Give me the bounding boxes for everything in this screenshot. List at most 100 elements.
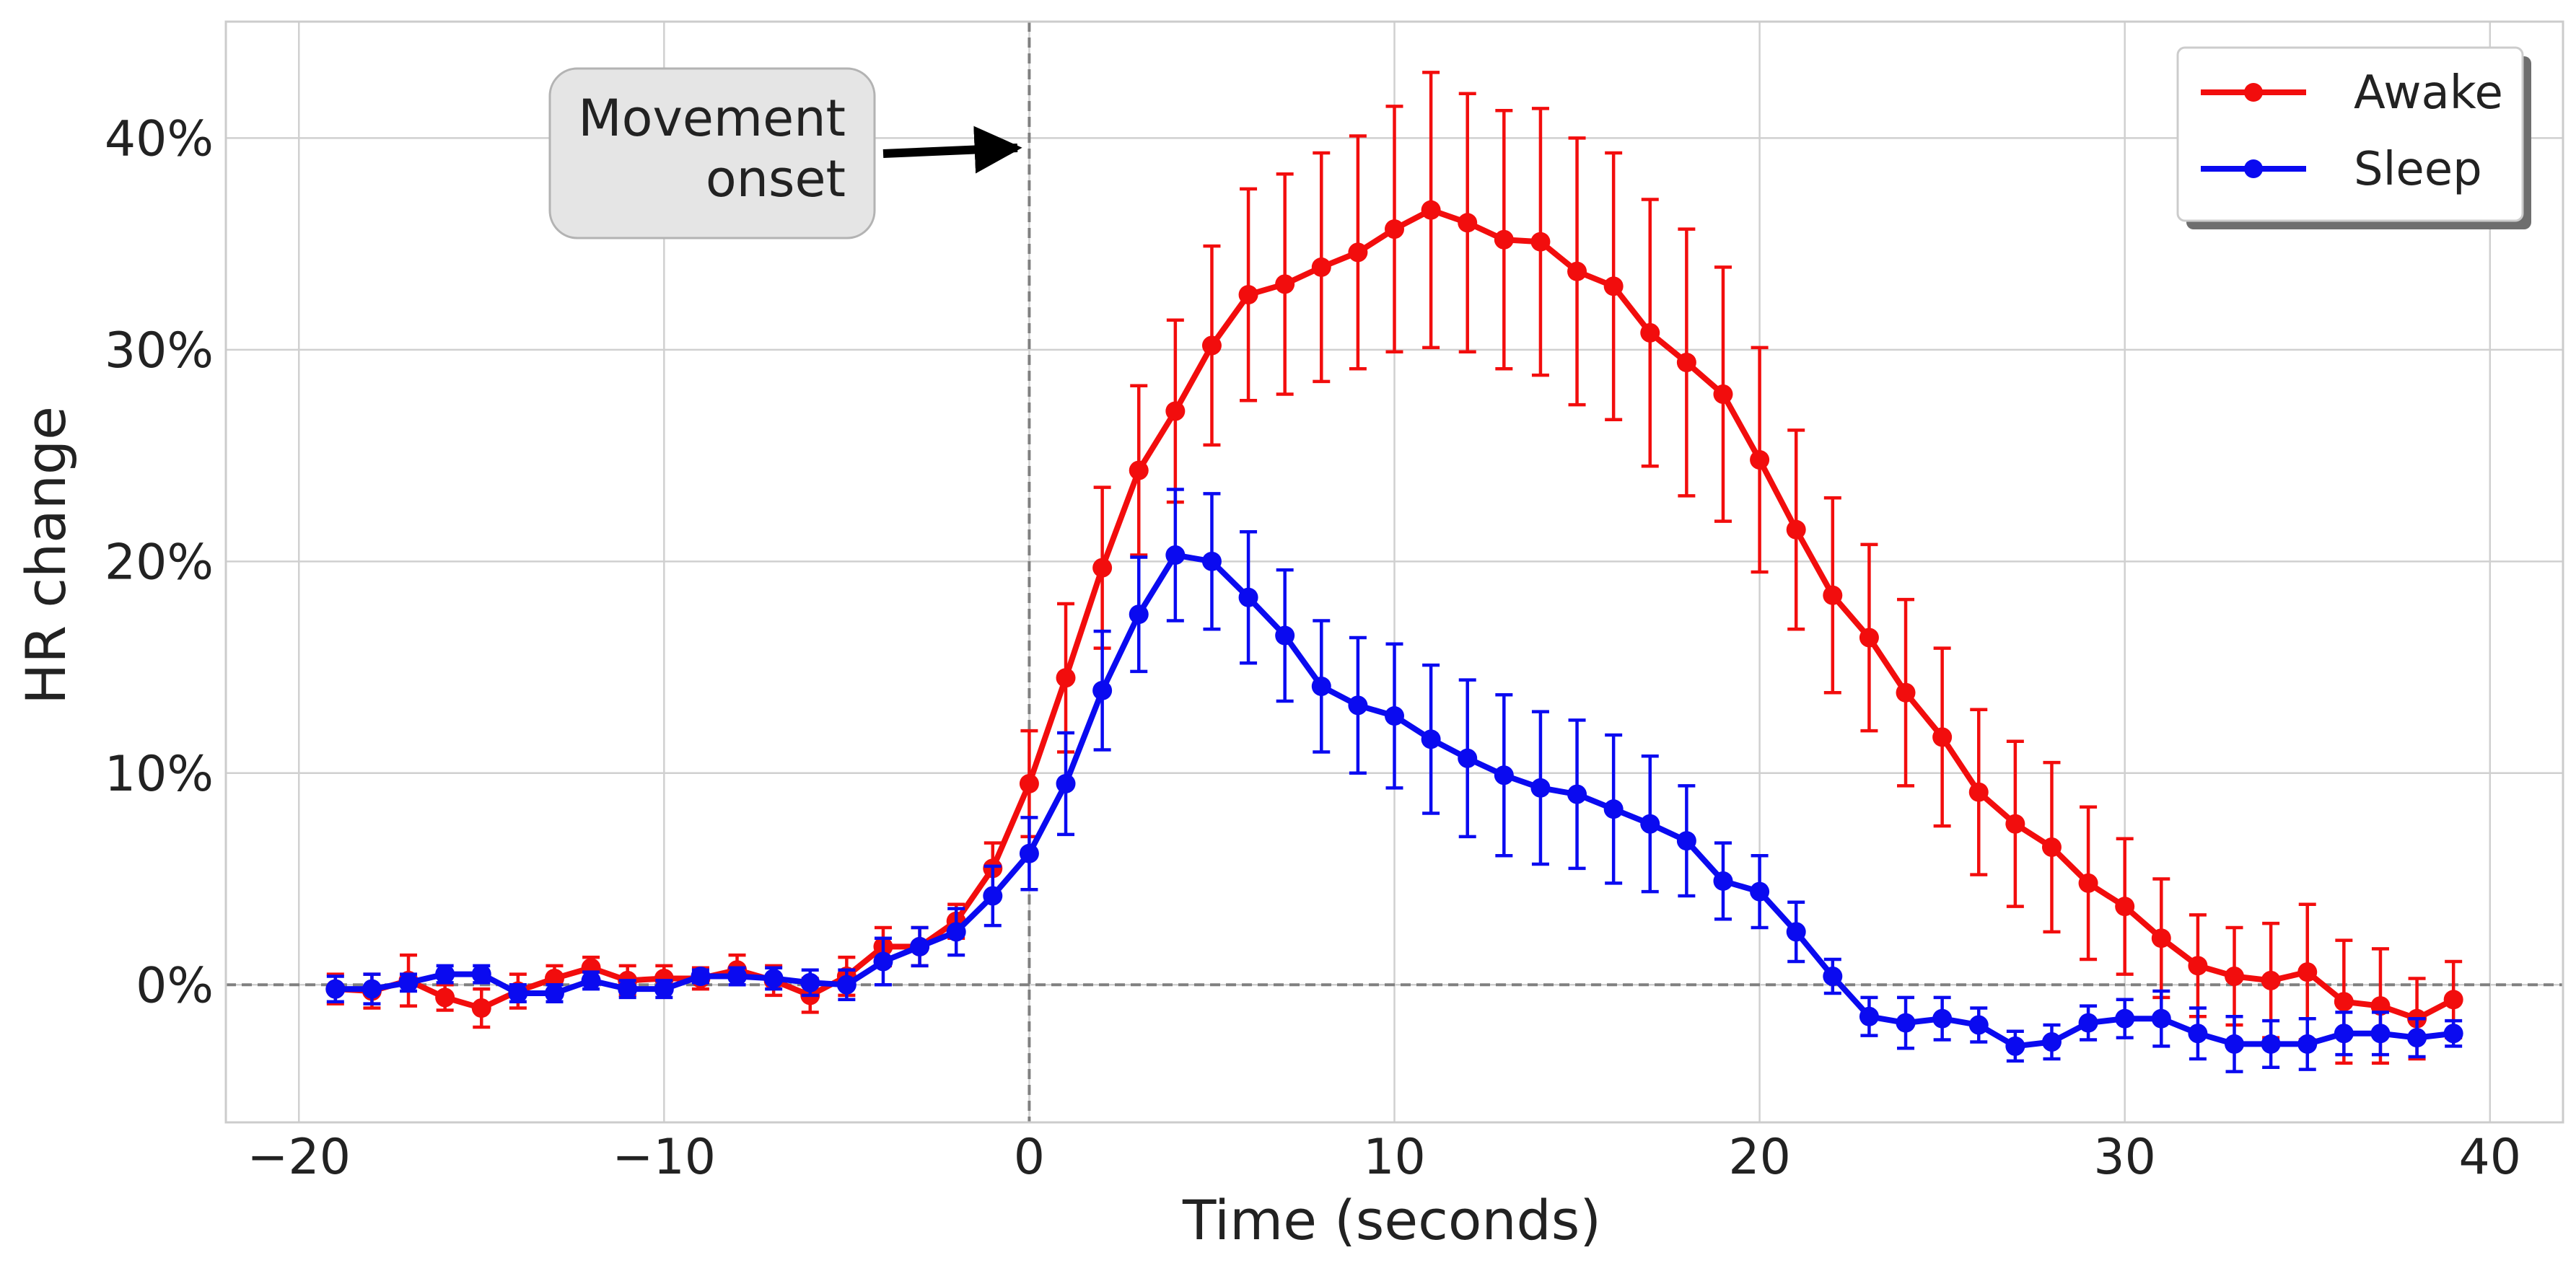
- data-point-sleep: [1238, 587, 1258, 607]
- data-point-awake: [1385, 219, 1404, 239]
- data-point-awake: [471, 998, 491, 1018]
- data-point-awake: [1750, 449, 1770, 470]
- data-point-awake: [1968, 782, 1989, 802]
- data-point-awake: [2115, 897, 2135, 917]
- y-tick-label: 10%: [105, 746, 214, 803]
- data-point-awake: [2261, 970, 2281, 990]
- data-point-awake: [1056, 668, 1076, 688]
- data-point-sleep: [654, 979, 674, 999]
- annotation-arrow: [882, 126, 1022, 174]
- data-point-sleep: [873, 951, 893, 972]
- annotation-line-2: onset: [706, 149, 846, 208]
- annotation-line-1: Movement: [578, 89, 846, 148]
- data-point-awake: [1530, 232, 1551, 252]
- data-point-awake: [2225, 967, 2245, 987]
- data-point-awake: [1713, 384, 1733, 404]
- data-point-sleep: [1129, 604, 1149, 625]
- data-point-sleep: [325, 979, 346, 999]
- data-point-awake: [1859, 628, 1879, 648]
- data-point-awake: [1494, 229, 1514, 250]
- data-point-sleep: [1676, 831, 1696, 851]
- data-point-sleep: [1567, 784, 1587, 804]
- data-point-awake: [1676, 352, 1696, 372]
- data-point-sleep: [1968, 1015, 1989, 1035]
- data-point-sleep: [946, 922, 966, 942]
- data-point-sleep: [362, 979, 382, 999]
- data-point-sleep: [508, 983, 528, 1003]
- data-point-sleep: [1713, 871, 1733, 891]
- data-point-awake: [1201, 335, 1222, 356]
- data-point-sleep: [1092, 680, 1113, 700]
- data-point-sleep: [581, 970, 601, 990]
- legend-marker-awake: [2244, 83, 2263, 102]
- data-point-sleep: [1932, 1008, 1953, 1029]
- data-point-awake: [1019, 773, 1039, 793]
- data-point-awake: [1129, 460, 1149, 480]
- data-point-awake: [1640, 322, 1660, 343]
- annotation-box: [548, 67, 876, 239]
- data-point-sleep: [1603, 799, 1624, 819]
- data-point-awake: [2334, 992, 2354, 1012]
- data-point-sleep: [836, 974, 857, 995]
- legend-label-awake: Awake: [2354, 66, 2503, 120]
- data-point-sleep: [1823, 967, 1843, 987]
- data-point-sleep: [1530, 778, 1551, 798]
- data-point-sleep: [2115, 1008, 2135, 1029]
- tick-labels: −20 −10 0 10 20 30 40 0% 10% 20% 30% 40%: [105, 110, 2521, 1186]
- data-point-sleep: [1859, 1006, 1879, 1026]
- data-point-sleep: [2334, 1024, 2354, 1044]
- data-point-awake: [2188, 956, 2208, 976]
- data-point-sleep: [727, 967, 748, 987]
- y-axis-title: HR change: [14, 406, 78, 705]
- data-point-awake: [1421, 200, 1441, 220]
- data-point-sleep: [1201, 551, 1222, 571]
- legend: Awake Sleep: [2176, 46, 2531, 229]
- data-point-sleep: [1311, 676, 1331, 696]
- data-point-sleep: [1786, 922, 1806, 942]
- data-point-awake: [2443, 990, 2463, 1010]
- x-tick-label: 10: [1363, 1129, 1426, 1186]
- data-point-sleep: [435, 964, 455, 985]
- data-point-sleep: [2261, 1034, 2281, 1054]
- plot-frame: [224, 20, 2564, 1124]
- data-point-sleep: [1348, 695, 1368, 716]
- data-point-awake: [1348, 242, 1368, 263]
- data-point-awake: [1275, 274, 1295, 294]
- data-point-sleep: [2188, 1024, 2208, 1044]
- data-point-sleep: [2151, 1008, 2171, 1029]
- series-sleep: [325, 488, 2463, 1073]
- data-point-awake: [1092, 558, 1113, 578]
- data-point-sleep: [1421, 729, 1441, 749]
- data-point-sleep: [2370, 1024, 2391, 1044]
- series-layer: [325, 71, 2463, 1073]
- data-point-sleep: [2005, 1036, 2025, 1056]
- data-point-awake: [2078, 873, 2098, 893]
- data-point-sleep: [1494, 765, 1514, 786]
- data-point-awake: [2005, 814, 2025, 834]
- data-point-sleep: [910, 936, 930, 956]
- data-point-awake: [1165, 401, 1186, 421]
- data-point-awake: [2151, 928, 2171, 949]
- data-point-awake: [1458, 213, 1478, 233]
- data-point-sleep: [2041, 1031, 2062, 1052]
- data-point-sleep: [618, 979, 638, 999]
- data-point-sleep: [1458, 748, 1478, 768]
- legend-label-sleep: Sleep: [2354, 143, 2482, 196]
- data-point-sleep: [691, 967, 711, 987]
- data-point-awake: [1567, 261, 1587, 281]
- data-point-awake: [2041, 837, 2062, 857]
- data-point-sleep: [763, 968, 784, 988]
- data-point-awake: [1823, 585, 1843, 605]
- x-tick-label: −20: [247, 1129, 351, 1186]
- x-tick-label: −10: [613, 1129, 717, 1186]
- data-point-sleep: [1019, 843, 1039, 863]
- data-point-sleep: [1896, 1013, 1916, 1033]
- legend-entry-awake: Awake: [2201, 66, 2503, 120]
- data-point-awake: [1932, 727, 1953, 747]
- legend-entry-sleep: Sleep: [2201, 143, 2482, 196]
- y-tick-label: 0%: [136, 957, 214, 1014]
- data-point-sleep: [398, 972, 419, 993]
- data-point-sleep: [800, 972, 820, 993]
